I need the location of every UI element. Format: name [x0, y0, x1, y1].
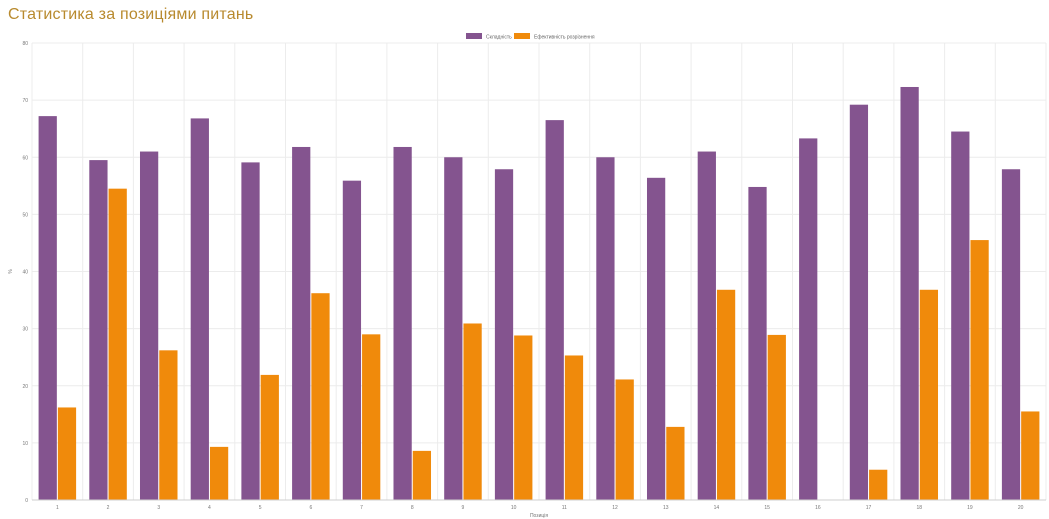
bars: [38, 86, 1040, 501]
bar-series-1-category-8: [393, 146, 412, 500]
bar-series-1-category-18: [900, 86, 919, 500]
x-tick-label: 13: [663, 505, 669, 511]
bar-series-2-category-8: [412, 450, 432, 500]
y-tick-label: 20: [22, 384, 28, 390]
x-tick-label: 11: [562, 505, 567, 511]
legend-label-series-1: Складність: [486, 35, 512, 41]
bar-series-2-category-1: [57, 407, 77, 500]
bar-series-2-category-9: [463, 323, 482, 500]
y-tick-label: 40: [22, 270, 28, 276]
bar-series-1-category-6: [292, 146, 311, 500]
grid-lines: [31, 42, 1047, 501]
x-tick-label: 6: [309, 505, 312, 511]
y-tick-label: 0: [25, 498, 28, 504]
bar-series-2-category-4: [209, 446, 229, 500]
x-tick-label: 15: [764, 505, 770, 511]
bar-series-1-category-4: [190, 118, 209, 500]
bar-series-1-category-16: [799, 138, 818, 500]
bar-series-2-category-5: [260, 374, 279, 500]
x-tick-label: 5: [259, 505, 262, 511]
bar-series-1-category-11: [545, 120, 564, 501]
x-tick-label: 4: [208, 505, 211, 511]
bar-series-1-category-2: [89, 160, 108, 500]
bar-series-2-category-3: [159, 350, 178, 500]
x-tick-label: 19: [967, 505, 973, 511]
x-tick-label: 8: [411, 505, 414, 511]
y-tick-label: 10: [22, 441, 28, 447]
x-tick-label: 2: [107, 505, 110, 511]
bar-series-2-category-14: [716, 289, 736, 500]
x-tick-label: 12: [612, 505, 618, 511]
x-tick-label: 17: [866, 505, 872, 511]
bar-series-1-category-9: [444, 157, 463, 500]
legend-label-series-2: Ефективність розрізнення: [534, 35, 595, 41]
bar-series-1-category-17: [849, 104, 869, 500]
x-tick-label: 10: [511, 505, 517, 511]
bar-series-2-category-12: [615, 379, 634, 500]
y-tick-label: 70: [22, 98, 28, 104]
bar-series-2-category-10: [514, 335, 533, 500]
x-tick-label: 9: [462, 505, 465, 511]
bar-series-2-category-20: [1021, 411, 1040, 500]
bar-series-2-category-2: [108, 188, 127, 500]
y-tick-label: 60: [22, 155, 28, 161]
x-tick-label: 14: [714, 505, 720, 511]
x-tick-label: 3: [157, 505, 160, 511]
bar-series-1-category-19: [951, 131, 970, 500]
bar-series-2-category-6: [311, 293, 330, 500]
x-tick-label: 7: [360, 505, 363, 511]
legend: Складність Ефективність розрізнення: [466, 33, 595, 41]
bar-series-2-category-15: [767, 334, 786, 500]
legend-swatch-series-1: [466, 33, 482, 39]
bar-series-2-category-7: [362, 334, 381, 500]
x-tick-label: 18: [916, 505, 922, 511]
bar-series-2-category-19: [970, 240, 989, 501]
legend-swatch-series-2: [514, 33, 530, 39]
y-tick-label: 30: [22, 327, 28, 333]
page-title: Статистика за позиціями питань: [8, 6, 254, 23]
y-tick-label: 50: [22, 212, 28, 218]
x-tick-label: 16: [815, 505, 821, 511]
x-tick-label: 20: [1018, 505, 1024, 511]
x-tick-label: 1: [56, 505, 59, 511]
bar-series-1-category-5: [241, 162, 260, 501]
y-tick-label: 80: [22, 41, 28, 47]
bar-series-1-category-13: [646, 177, 666, 500]
bar-series-1-category-7: [342, 180, 362, 500]
y-axis-title: %: [8, 269, 14, 274]
bar-series-2-category-17: [869, 469, 888, 500]
bar-series-1-category-14: [697, 151, 716, 500]
bar-series-1-category-1: [38, 116, 57, 501]
bar-series-2-category-13: [666, 426, 685, 500]
bar-series-2-category-18: [919, 289, 939, 500]
bar-series-1-category-20: [1001, 169, 1021, 500]
bar-series-1-category-10: [494, 169, 514, 500]
bar-series-1-category-12: [596, 157, 615, 500]
bar-series-1-category-3: [139, 151, 159, 500]
x-axis-title: Позиція: [530, 513, 548, 519]
bar-series-2-category-11: [564, 355, 584, 500]
bar-series-1-category-15: [748, 186, 767, 500]
